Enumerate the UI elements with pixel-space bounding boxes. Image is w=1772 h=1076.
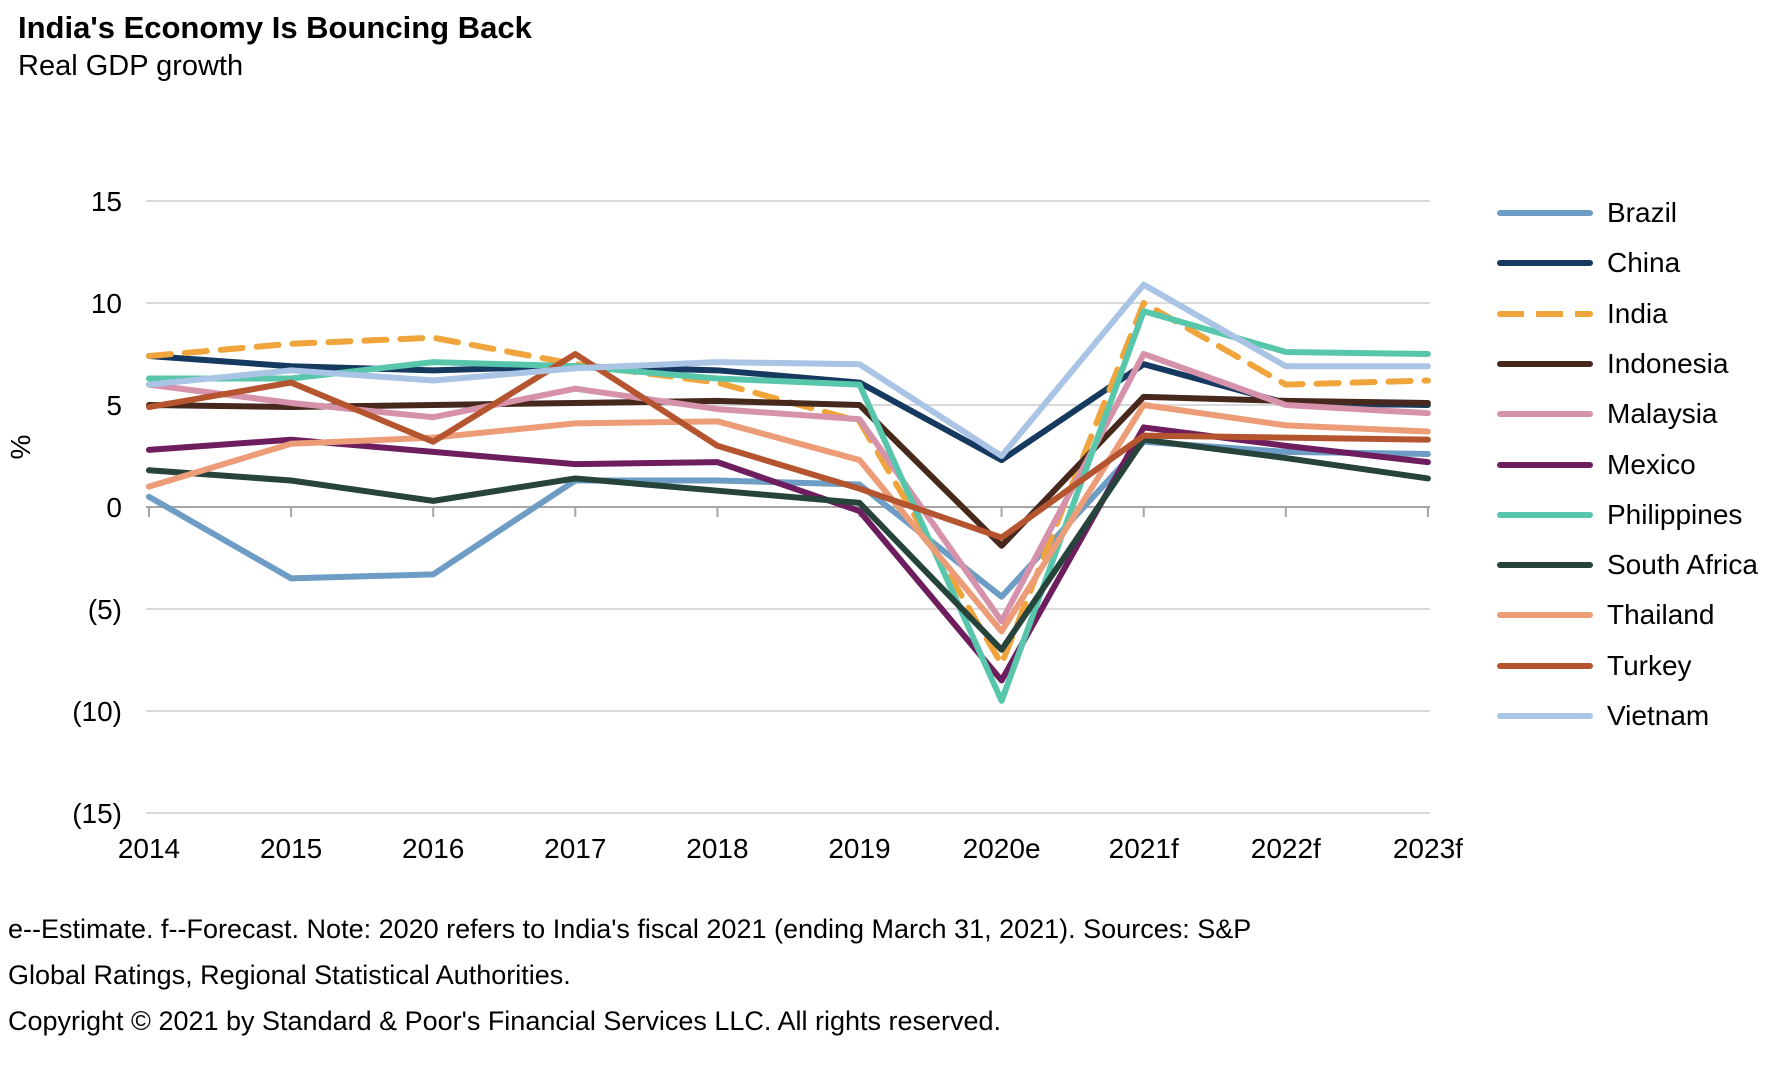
x-tick-label: 2021f — [1109, 833, 1179, 864]
x-tick-label: 2017 — [544, 833, 606, 864]
series-line-thailand — [146, 402, 1431, 635]
x-tick-label: 2016 — [402, 833, 464, 864]
footnote-line-1: e--Estimate. f--Forecast. Note: 2020 ref… — [8, 914, 1252, 944]
x-tick-label: 2023f — [1393, 833, 1463, 864]
x-tick-label: 2018 — [686, 833, 748, 864]
x-tick-label: 2020e — [963, 833, 1041, 864]
y-tick-label: 0 — [106, 492, 122, 523]
series-line-philippines — [146, 308, 1431, 704]
chart-title: India's Economy Is Bouncing Back — [18, 10, 532, 45]
series-line-indonesia — [146, 393, 1431, 549]
y-tick-label: (15) — [72, 798, 122, 829]
series-line-south-africa — [146, 436, 1431, 653]
series-line-vietnam — [146, 281, 1431, 459]
x-tick-label: 2022f — [1251, 833, 1321, 864]
x-tick-label: 2014 — [118, 833, 180, 864]
y-tick-label: (10) — [72, 696, 122, 727]
footnote-line-2: Global Ratings, Regional Statistical Aut… — [8, 960, 571, 990]
y-tick-label: 10 — [91, 288, 122, 319]
series-line-turkey — [146, 351, 1431, 541]
chart-subtitle: Real GDP growth — [18, 50, 244, 82]
x-tick-label: 2019 — [828, 833, 890, 864]
y-tick-label: (5) — [88, 594, 122, 625]
copyright-line: Copyright © 2021 by Standard & Poor's Fi… — [8, 1006, 1002, 1036]
y-tick-label: 15 — [91, 186, 122, 217]
y-tick-label: 5 — [106, 390, 122, 421]
chart-footnote: e--Estimate. f--Forecast. Note: 2020 ref… — [8, 906, 1251, 1044]
x-tick-label: 2015 — [260, 833, 322, 864]
